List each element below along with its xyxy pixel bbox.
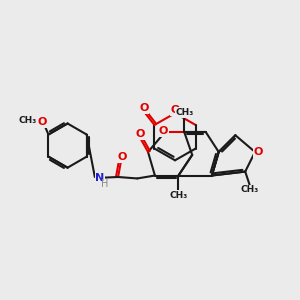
Text: CH₃: CH₃ xyxy=(18,116,36,125)
Text: O: O xyxy=(118,152,127,162)
Text: O: O xyxy=(170,105,180,115)
Text: N: N xyxy=(95,172,104,183)
Text: O: O xyxy=(37,117,46,127)
Text: CH₃: CH₃ xyxy=(175,108,194,117)
Text: O: O xyxy=(135,129,145,139)
Text: CH₃: CH₃ xyxy=(241,185,259,194)
Text: H: H xyxy=(101,179,109,189)
Text: O: O xyxy=(254,147,263,157)
Text: O: O xyxy=(140,103,149,113)
Text: O: O xyxy=(159,126,168,136)
Text: CH₃: CH₃ xyxy=(169,191,188,200)
